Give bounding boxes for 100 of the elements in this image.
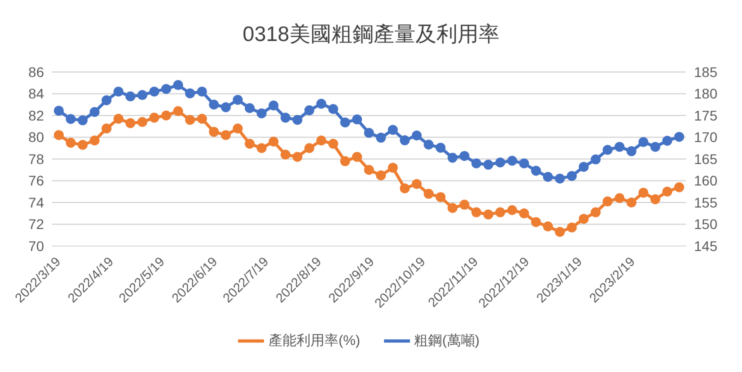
point [638,188,648,198]
point [424,188,434,199]
point [554,174,565,184]
point [674,182,684,192]
point [566,222,577,233]
point [436,192,446,202]
point [185,114,196,125]
point [173,80,184,90]
point [268,136,279,147]
point [208,100,219,110]
point [400,183,410,194]
y-tick-label: 72 [28,216,44,232]
point [304,105,314,116]
point [125,118,136,128]
point [578,162,589,172]
point [614,142,625,152]
point [459,200,470,210]
point [507,205,518,216]
point [232,124,243,134]
point [602,196,613,206]
point [280,112,290,123]
point [328,138,338,149]
point [436,142,446,153]
y-tick-label: 76 [28,172,44,189]
point [388,162,398,173]
point [244,138,255,149]
point [507,156,518,166]
point [137,90,148,100]
point [125,91,136,102]
legend-label: 粗鋼(萬噸) [414,332,480,348]
point [376,170,386,180]
y2-tick-label: 145 [694,238,718,254]
y2-tick-label: 160 [694,172,718,189]
point [113,114,124,124]
point [471,207,482,218]
point [185,88,196,98]
point [483,209,494,220]
point [66,138,76,148]
y-tick-label: 86 [28,64,44,80]
point [149,86,160,97]
point [90,107,100,118]
point [196,114,207,124]
point [614,193,625,204]
point [54,106,64,116]
point [340,156,350,166]
point [149,112,160,123]
point [54,130,64,140]
point [626,198,636,208]
point [412,130,422,141]
point [220,130,231,140]
point [102,124,112,134]
point [448,202,458,213]
point [352,152,362,162]
point [495,207,506,218]
point [483,160,494,170]
point [316,98,326,109]
point [173,106,184,116]
point [316,136,326,146]
point [542,221,553,232]
point [256,108,267,118]
y2-tick-label: 155 [694,194,718,210]
point [196,86,207,97]
point [650,142,660,152]
y-tick-label: 80 [28,129,44,146]
point [78,140,88,150]
point [161,84,172,94]
point [328,104,338,114]
point [650,194,660,204]
point [388,124,398,135]
point [304,143,314,154]
point [161,110,172,120]
point [471,158,482,168]
y2-tick-label: 170 [694,129,718,146]
point [662,136,672,146]
point [448,152,458,163]
point [90,136,100,146]
point [220,102,231,112]
point [137,117,148,128]
point [519,158,530,168]
point [542,172,553,182]
point [292,152,302,162]
point [590,207,601,218]
point [244,103,255,114]
point [554,226,565,237]
point [674,132,684,142]
y2-tick-label: 150 [694,216,718,232]
point [424,140,434,150]
point [340,117,350,128]
point [280,150,290,160]
y-tick-label: 84 [28,86,44,102]
chart-title: 0318美國粗鋼產量及利用率 [242,22,500,48]
point [232,94,243,105]
point [352,114,362,124]
y2-tick-label: 185 [694,64,718,80]
y-tick-label: 78 [28,150,44,167]
y2-tick-label: 180 [694,86,718,102]
point [626,146,636,156]
point [66,114,76,124]
point [459,150,470,161]
point [566,170,577,181]
